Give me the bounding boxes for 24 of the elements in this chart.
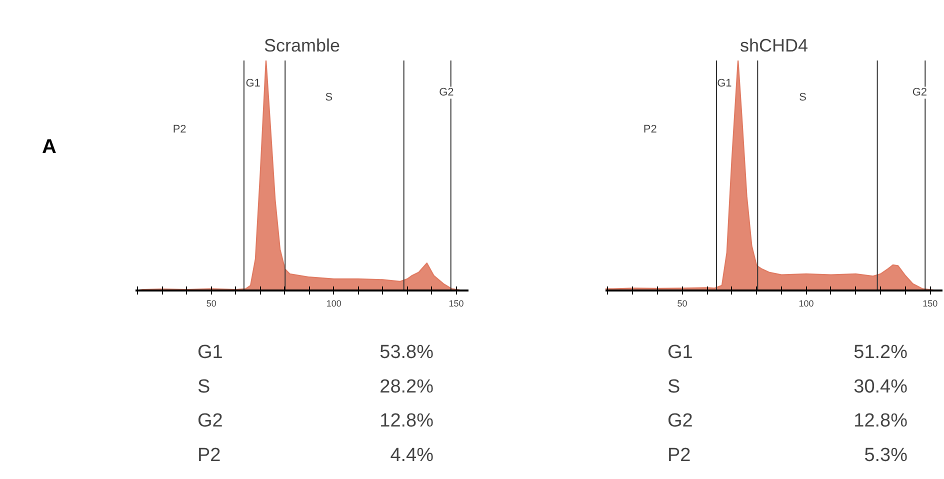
chart-title: Scramble [264,36,340,56]
annotation: P2 [172,124,186,136]
text: G2 12.8% [668,410,908,432]
x-tick-label: 50 [677,298,688,308]
text: S 30.4% [668,376,908,398]
x-tick-label: 50 [206,298,216,308]
annotation: G2 [912,86,928,99]
text: A [42,135,56,160]
chart-title: shCHD4 [740,36,808,56]
text: G1 53.8% [198,342,434,363]
text: P2 4.4% [198,444,434,466]
annotation: P2 [643,124,657,136]
x-tick-label: 150 [448,298,464,308]
text: S 28.2% [198,376,434,398]
annotation: S [325,91,333,104]
text: G1 51.2% [668,342,908,363]
text: G2 12.8% [198,410,434,432]
x-tick-label: 100 [798,298,814,308]
annotation: G1 [717,78,732,90]
x-tick-label: 100 [326,298,342,308]
annotation: S [799,91,806,104]
x-tick-label: 150 [922,298,938,308]
annotation: G1 [246,78,260,90]
text: P2 5.3% [668,444,908,466]
